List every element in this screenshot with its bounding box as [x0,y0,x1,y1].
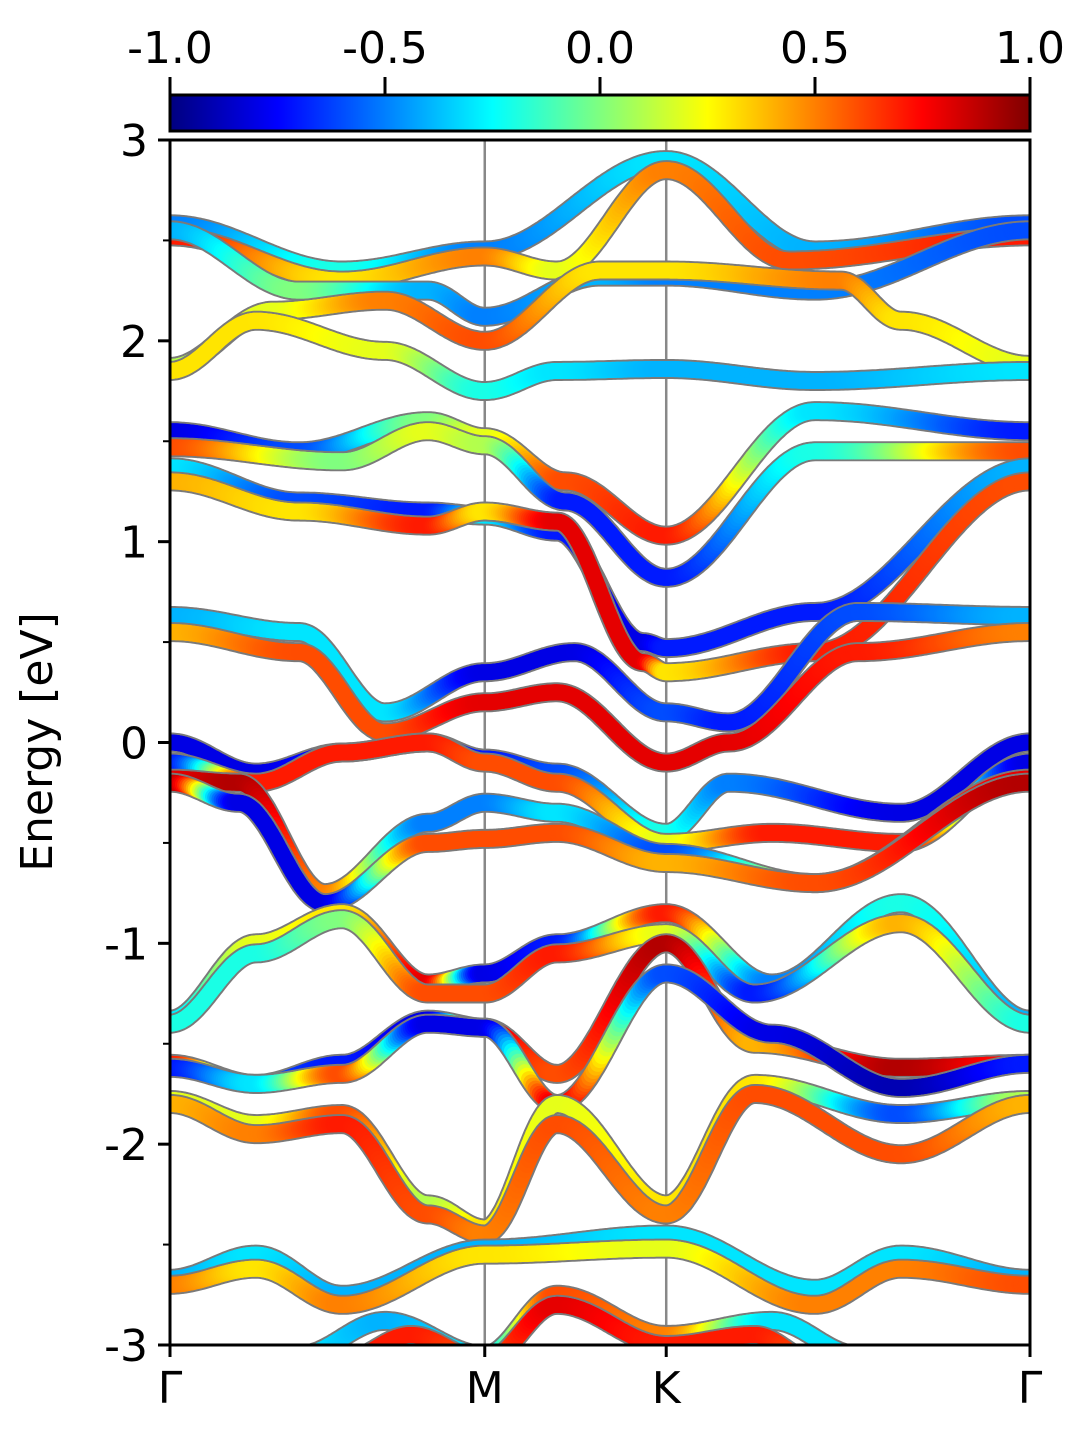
colorbar: -1.0 -0.5 0.0 0.5 1.0 [127,23,1065,133]
colorbar-tick-label: 1.0 [995,23,1065,74]
bands [170,150,1030,1345]
colorbar-gradient [168,93,1032,133]
band-5 [170,310,1030,401]
colorbar-tick-label: 0.5 [780,23,850,74]
colorbar-tick-label: 0.0 [565,23,635,74]
colorbar-tick-label: -1.0 [127,23,213,74]
colorbar-ticks: -1.0 -0.5 0.0 0.5 1.0 [127,23,1065,95]
colorbar-tick-label: -0.5 [342,23,428,74]
